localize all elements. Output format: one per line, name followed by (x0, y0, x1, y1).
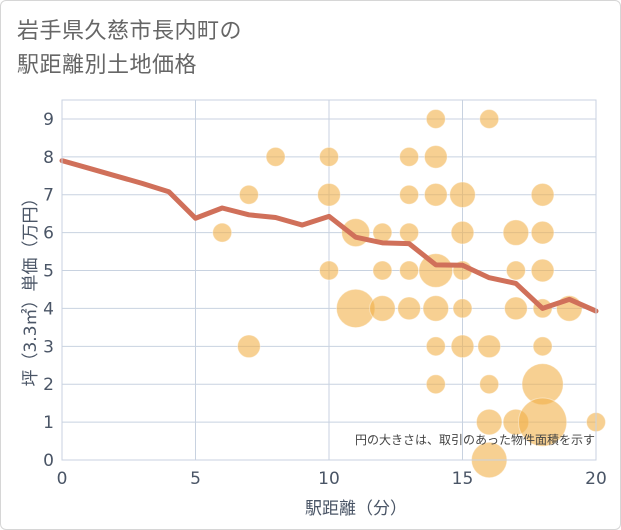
bubble-point (319, 146, 339, 167)
bubble-point (505, 260, 526, 281)
bubble-point (477, 334, 502, 359)
bubble-size-note: 円の大きさは、取引のあった物件面積を示す (355, 432, 595, 447)
y-tick-label: 1 (43, 413, 54, 433)
bubble-point (265, 146, 286, 167)
bubble-point (425, 108, 446, 129)
x-tick-label: 0 (57, 469, 68, 489)
bubble-point (479, 108, 500, 129)
bubble-point (399, 222, 420, 243)
average-price-line (59, 158, 599, 314)
y-tick-label: 4 (43, 299, 54, 319)
bubble-point (369, 295, 396, 322)
plot-frame (61, 99, 597, 461)
bubble-point (319, 260, 339, 281)
y-tick-label: 2 (43, 375, 54, 395)
bubble-point (372, 260, 393, 281)
bubble-point (450, 220, 475, 245)
bubble-point (532, 336, 553, 357)
chart-title-line1: 岩手県久慈市長内町の (17, 19, 243, 44)
bubble-point (425, 374, 446, 395)
y-tick-label: 8 (43, 148, 54, 168)
bubble-point (423, 182, 448, 207)
bubble-point (423, 144, 448, 169)
chart-title: 岩手県久慈市長内町の 駅距離別土地価格 (17, 15, 242, 83)
y-axis-label: 坪（3.3㎡）単価（万円） (21, 189, 41, 386)
x-tick-label: 10 (318, 469, 340, 489)
bubble-point (450, 334, 475, 359)
bubble-point (475, 408, 503, 436)
x-tick-label: 15 (452, 469, 474, 489)
chart-title-line2: 駅距離別土地価格 (17, 53, 198, 78)
y-tick-label: 0 (43, 451, 54, 471)
bubble-point (399, 260, 420, 281)
tick-labels: 0 1 2 3 4 5 6 7 8 9 0 5 10 15 20 (43, 110, 607, 489)
y-tick-label: 7 (43, 186, 54, 206)
bubble-point (530, 182, 555, 207)
bubble-point (479, 374, 500, 395)
bubble-point (212, 222, 233, 243)
bubble-point (452, 298, 473, 319)
y-tick-label: 9 (43, 110, 54, 130)
bubble-point (449, 181, 476, 209)
bubble-point (397, 296, 421, 321)
y-tick-label: 3 (43, 337, 54, 357)
x-tick-label: 20 (585, 469, 607, 489)
bubble-point (425, 336, 446, 357)
y-tick-label: 5 (43, 262, 54, 282)
plot-border (61, 99, 597, 461)
bubble-point (317, 182, 341, 207)
bubble-point (502, 219, 530, 246)
trend-line-layer (59, 158, 599, 314)
bubble-point (504, 296, 528, 321)
bubble-point (399, 184, 420, 205)
y-tick-label: 6 (43, 224, 54, 244)
bubble-point (422, 295, 450, 322)
bubble-point (237, 334, 261, 359)
bubble-point (530, 220, 555, 245)
bubble-point (399, 146, 420, 167)
bubble-point (530, 258, 555, 283)
bubble-point (518, 397, 568, 447)
x-axis-label: 駅距離（分） (305, 499, 407, 519)
bubble-point (418, 253, 454, 288)
x-tick-label: 5 (190, 469, 201, 489)
bubble-point (238, 184, 259, 205)
